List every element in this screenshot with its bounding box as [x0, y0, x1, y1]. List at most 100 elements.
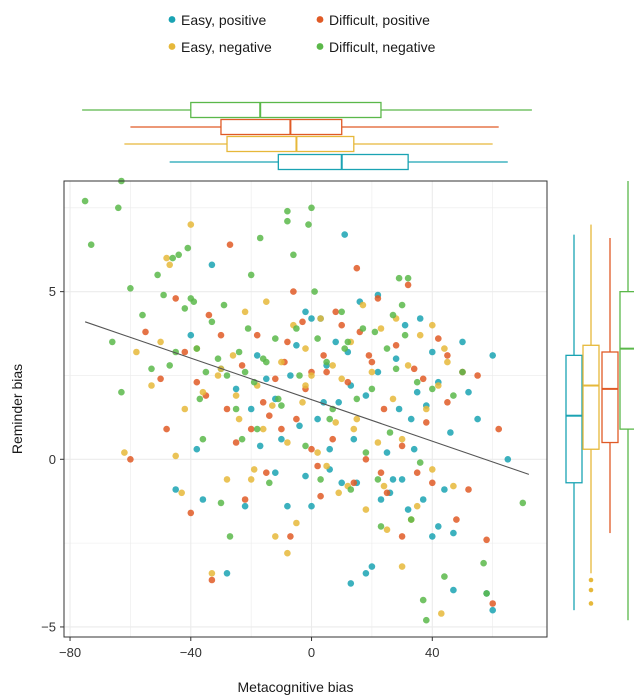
data-point: [199, 435, 207, 443]
data-point: [404, 362, 412, 369]
data-point: [377, 325, 385, 332]
right-marginal-boxplots: [565, 181, 634, 621]
data-point: [81, 197, 89, 205]
gridlines: [64, 181, 547, 637]
data-point: [320, 352, 327, 359]
data-point: [235, 348, 243, 356]
data-point: [489, 352, 497, 359]
legend-key: [168, 16, 176, 23]
data-point: [314, 449, 321, 456]
data-point: [377, 523, 385, 530]
data-point: [362, 570, 370, 577]
data-point: [374, 368, 382, 376]
data-point: [347, 486, 355, 493]
data-point: [404, 281, 412, 289]
outlier-point: [588, 587, 594, 593]
data-point: [374, 295, 382, 302]
data-point: [308, 372, 315, 379]
data-point: [256, 442, 264, 450]
data-point: [284, 217, 291, 225]
data-point: [441, 486, 448, 493]
data-point: [208, 261, 216, 269]
data-point: [459, 368, 466, 376]
data-point: [187, 221, 195, 228]
y-tick-label: −5: [41, 619, 56, 634]
data-point: [157, 338, 164, 346]
data-point: [419, 596, 427, 604]
data-point: [293, 415, 300, 423]
data-point: [383, 449, 391, 456]
legend-key: [168, 43, 176, 50]
data-point: [223, 372, 231, 379]
data-point: [253, 352, 261, 359]
data-point: [380, 405, 388, 413]
data-point: [419, 496, 427, 503]
data-point: [429, 321, 436, 329]
data-point: [365, 352, 373, 359]
data-point: [296, 422, 303, 430]
data-point: [263, 298, 270, 306]
data-point: [232, 439, 240, 446]
legend: Easy, positive Difficult, positive Easy, n…: [168, 12, 436, 55]
data-point: [293, 519, 300, 527]
plot-border: [63, 180, 548, 638]
data-point: [181, 405, 189, 413]
right-boxplot: [565, 234, 583, 611]
box: [220, 118, 343, 136]
data-point: [121, 449, 128, 456]
data-point: [362, 449, 370, 456]
legend-item: Easy, negative: [168, 39, 272, 55]
data-point: [398, 435, 406, 443]
data-point: [232, 405, 240, 413]
legend-item: Easy, positive: [168, 12, 267, 28]
data-point: [353, 395, 361, 403]
data-point: [181, 348, 189, 356]
outlier-point: [588, 577, 594, 583]
data-point: [284, 549, 291, 557]
data-point: [311, 288, 318, 295]
x-tick-label: −40: [180, 645, 202, 660]
data-point: [223, 405, 231, 413]
data-point: [302, 442, 309, 450]
series-easy-negative: [121, 221, 457, 617]
data-point: [163, 425, 170, 433]
data-point: [293, 325, 300, 332]
data-point: [199, 496, 207, 503]
data-point: [166, 362, 173, 369]
data-point: [172, 295, 179, 302]
y-axis-title: Reminder bias: [9, 364, 25, 454]
data-point: [238, 362, 246, 369]
data-point: [341, 345, 349, 352]
data-point: [193, 378, 201, 386]
right-boxplot: [582, 224, 600, 606]
data-point: [423, 419, 430, 426]
data-point: [423, 616, 430, 624]
data-point: [163, 254, 170, 262]
data-point: [205, 311, 213, 319]
data-point: [398, 476, 406, 483]
data-point: [317, 492, 324, 500]
data-point: [317, 476, 324, 483]
data-point: [338, 479, 346, 487]
data-point: [480, 559, 487, 567]
data-point: [247, 271, 255, 279]
data-point: [284, 502, 291, 510]
data-point: [278, 435, 285, 443]
data-point: [299, 399, 306, 406]
data-point: [241, 368, 249, 376]
data-point: [259, 399, 267, 406]
data-point: [407, 415, 415, 423]
data-point: [187, 509, 195, 517]
data-point: [416, 459, 424, 466]
data-point: [226, 241, 234, 248]
data-point: [109, 338, 116, 346]
legend-label: Difficult, positive: [329, 12, 430, 28]
data-point: [247, 476, 255, 483]
data-point: [226, 533, 234, 540]
plot-background: [64, 181, 547, 637]
data-point: [413, 469, 421, 477]
data-point: [429, 479, 436, 487]
data-point: [302, 308, 309, 316]
data-point: [413, 378, 421, 386]
data-point: [483, 590, 490, 597]
